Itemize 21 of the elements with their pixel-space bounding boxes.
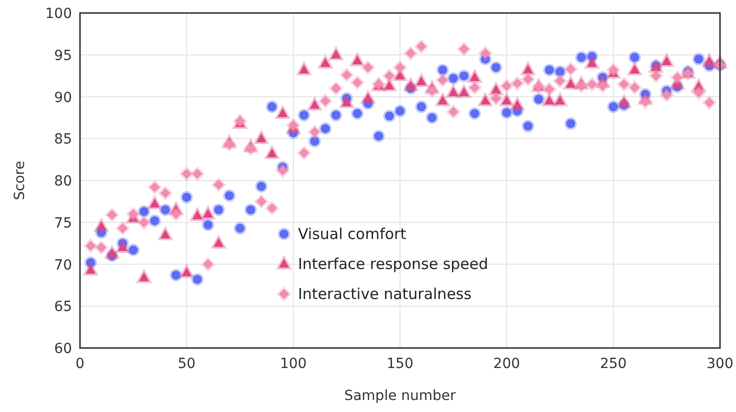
y-tick-label: 90 (54, 90, 72, 106)
y-tick-label: 60 (54, 341, 72, 357)
y-axis-title: Score (12, 160, 28, 200)
y-tick-label: 100 (45, 6, 72, 22)
x-tick-label: 300 (706, 356, 734, 372)
legend-label: Interface response speed (298, 255, 488, 273)
y-tick-label: 75 (54, 215, 72, 232)
x-tick-label: 0 (76, 356, 84, 372)
x-axis-title: Sample number (344, 388, 456, 404)
x-tick-label: 50 (178, 356, 196, 372)
x-tick-label: 200 (493, 356, 520, 372)
y-tick-label: 95 (54, 48, 72, 64)
y-tick-label: 65 (54, 299, 72, 316)
x-tick-label: 100 (280, 356, 307, 372)
legend-label: Visual comfort (298, 225, 406, 243)
x-tick-label: 250 (600, 356, 627, 372)
y-tick-label: 70 (54, 257, 72, 274)
legend-label: Interactive naturalness (298, 285, 472, 303)
x-tick-label: 150 (386, 356, 414, 372)
y-tick-label: 85 (54, 132, 72, 148)
y-tick-label: 80 (54, 174, 72, 190)
